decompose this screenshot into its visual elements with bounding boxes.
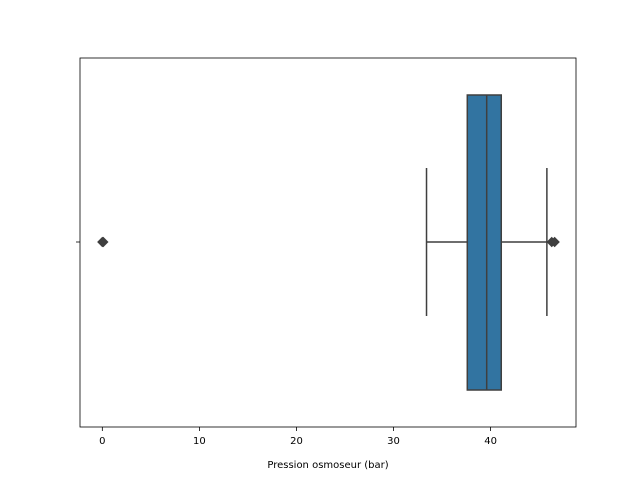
x-axis-label: Pression osmoseur (bar) xyxy=(267,460,388,471)
outlier-point xyxy=(549,236,560,248)
x-tick-label: 40 xyxy=(484,436,497,447)
plot-area: 0 10 20 30 40 xyxy=(76,57,577,447)
x-tick-label: 20 xyxy=(290,436,303,447)
x-tick-label: 10 xyxy=(193,436,206,447)
outlier-point xyxy=(98,236,109,248)
iqr-box xyxy=(466,94,503,391)
x-tick-label: 30 xyxy=(387,436,400,447)
axes-frame xyxy=(79,57,577,428)
x-tick-label: 0 xyxy=(99,436,105,447)
